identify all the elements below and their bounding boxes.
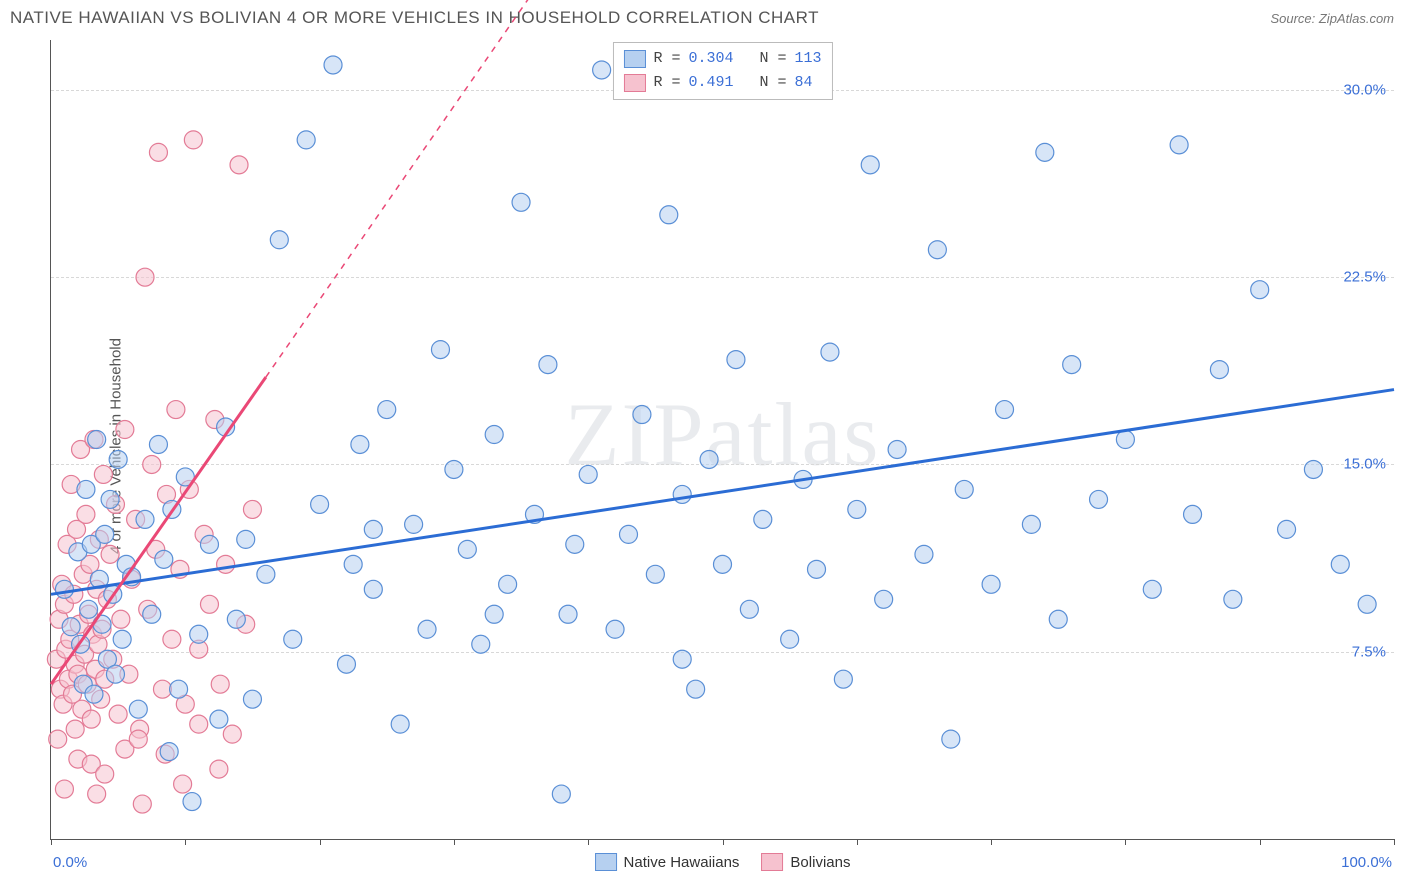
r-label: R = [653,47,680,71]
swatch-b-icon [761,853,783,871]
legend-row-b: R = 0.491 N = 84 [623,71,821,95]
scatter-svg [51,40,1394,839]
legend-item-a: Native Hawaiians [595,853,740,871]
legend-row-a: R = 0.304 N = 113 [623,47,821,71]
chart-title: NATIVE HAWAIIAN VS BOLIVIAN 4 OR MORE VE… [10,8,819,28]
legend-item-b: Bolivians [761,853,850,871]
r-value-a: 0.304 [688,47,733,71]
swatch-a-icon [595,853,617,871]
legend-label-b: Bolivians [790,854,850,871]
r-label: R = [653,71,680,95]
correlation-legend: R = 0.304 N = 113 R = 0.491 N = 84 [612,42,832,100]
chart-plot-area: ZIPatlas 7.5%15.0%22.5%30.0% R = 0.304 N… [50,40,1394,840]
x-axis-min-label: 0.0% [53,854,87,871]
swatch-a-icon [623,50,645,68]
n-label: N = [760,71,787,95]
n-label: N = [760,47,787,71]
source-label: Source: ZipAtlas.com [1270,11,1394,26]
x-axis-max-label: 100.0% [1341,854,1392,871]
series-legend: Native Hawaiians Bolivians [595,853,851,871]
swatch-b-icon [623,74,645,92]
legend-label-a: Native Hawaiians [624,854,740,871]
r-value-b: 0.491 [688,71,733,95]
n-value-a: 113 [795,47,822,71]
n-value-b: 84 [795,71,813,95]
